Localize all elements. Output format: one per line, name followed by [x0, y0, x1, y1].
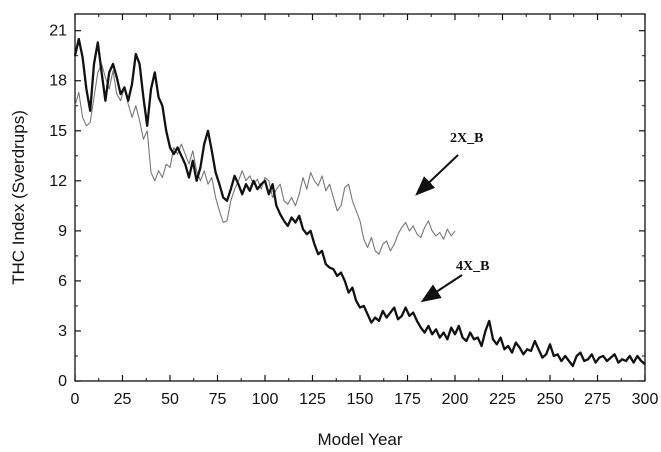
- y-tick-label: 21: [49, 23, 67, 40]
- y-tick-label: 0: [58, 373, 67, 390]
- annotation-arrow-2x-b: [415, 154, 459, 196]
- series-layer: [73, 37, 646, 368]
- series-line-4x-b: [73, 37, 646, 368]
- x-tick-label: 25: [114, 391, 132, 408]
- y-tick-label: 6: [58, 273, 67, 290]
- y-tick-label: 18: [49, 73, 67, 90]
- annotation-arrow-4x-b: [420, 274, 463, 303]
- x-tick-label: 275: [584, 391, 611, 408]
- x-tick-label: 250: [537, 391, 564, 408]
- annotation-layer: 2X_B 4X_B: [415, 131, 489, 303]
- x-tick-label: 300: [632, 391, 659, 408]
- x-tick-label: 0: [71, 391, 80, 408]
- x-tick-label: 150: [347, 391, 374, 408]
- annotation-label-2x-b: 2X_B: [450, 131, 483, 146]
- x-axis-title: Model Year: [317, 430, 402, 449]
- x-tick-label: 175: [394, 391, 421, 408]
- x-tick-label: 225: [489, 391, 516, 408]
- plot-content: [74, 13, 646, 382]
- y-tick-label: 9: [58, 223, 67, 240]
- y-tick-label: 15: [49, 123, 67, 140]
- x-tick-label: 75: [209, 391, 227, 408]
- plot-frame: [74, 13, 646, 382]
- y-tick-label: 3: [58, 323, 67, 340]
- tick-layer: 0 25 50 75 100 125 150 175 200 225 250 275 300 0 3 6 9 12…: [49, 14, 658, 408]
- x-tick-label: 200: [442, 391, 469, 408]
- x-tick-label: 50: [161, 391, 179, 408]
- series-line-2x-b: [74, 63, 456, 255]
- x-tick-label: 100: [252, 391, 279, 408]
- x-tick-label: 125: [299, 391, 326, 408]
- annotation-label-4x-b: 4X_B: [456, 259, 489, 274]
- y-axis-title: THC Index (Sverdrups): [9, 110, 28, 285]
- y-tick-label: 12: [49, 173, 67, 190]
